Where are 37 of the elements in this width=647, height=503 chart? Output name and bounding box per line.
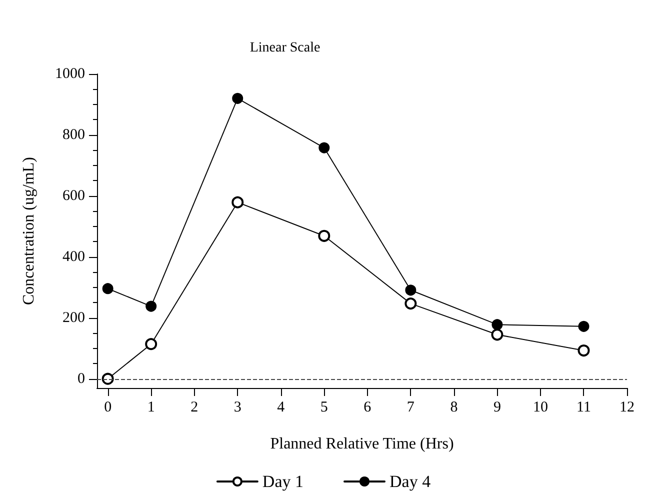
x-tick-label: 0 bbox=[104, 400, 112, 416]
x-tick-label: 3 bbox=[234, 400, 242, 416]
y-tick-label: 600 bbox=[62, 188, 85, 204]
legend-label: Day 4 bbox=[390, 472, 432, 491]
y-tick-label: 0 bbox=[78, 370, 85, 387]
point bbox=[491, 328, 504, 341]
y-axis-title: Concentration (ug/mL) bbox=[20, 157, 38, 305]
x-tick-label: 2 bbox=[190, 400, 198, 416]
x-tick-label: 1 bbox=[147, 400, 155, 416]
point bbox=[578, 320, 590, 332]
point bbox=[318, 142, 330, 154]
x-tick-label: 9 bbox=[493, 400, 501, 416]
x-tick-label: 6 bbox=[364, 400, 372, 416]
y-tick-label: 400 bbox=[62, 248, 85, 265]
x-tick-label: 4 bbox=[277, 400, 286, 416]
y-tick-label: 200 bbox=[62, 310, 85, 326]
x-tick-label: 7 bbox=[406, 400, 415, 416]
x-tick-label: 8 bbox=[450, 400, 458, 416]
point bbox=[578, 344, 590, 356]
x-tick-label: 11 bbox=[576, 400, 591, 416]
x-tick-label: 12 bbox=[620, 400, 634, 416]
point bbox=[145, 338, 158, 350]
point bbox=[318, 230, 330, 242]
x-tick-label: 10 bbox=[532, 400, 548, 416]
point bbox=[146, 300, 157, 312]
point bbox=[492, 319, 503, 330]
y-tick-label: 800 bbox=[62, 126, 85, 143]
point bbox=[405, 284, 416, 296]
point bbox=[232, 92, 244, 104]
point bbox=[102, 283, 114, 294]
x-tick-label: 5 bbox=[320, 400, 328, 416]
x-axis-title: Planned Relative Time (Hrs) bbox=[270, 436, 454, 452]
point bbox=[232, 196, 244, 208]
y-tick-label: 1000 bbox=[55, 66, 85, 82]
legend-label: Day 1 bbox=[262, 472, 304, 491]
chart-title: Linear Scale bbox=[250, 40, 320, 56]
point bbox=[404, 298, 417, 310]
